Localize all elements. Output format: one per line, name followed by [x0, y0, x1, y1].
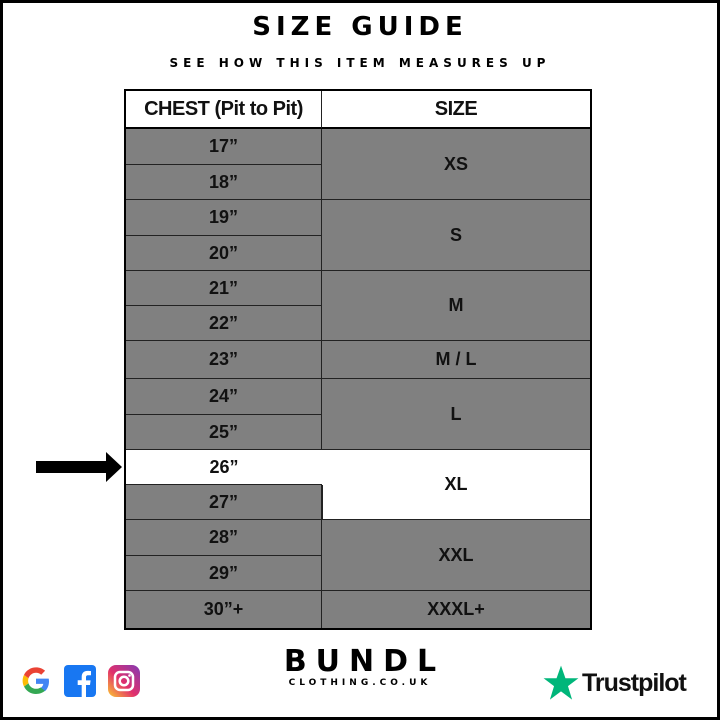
trustpilot-star-icon	[543, 665, 579, 700]
chest-cell: 22”	[126, 306, 322, 341]
chest-cell-highlighted: 26”	[126, 450, 322, 485]
google-icon[interactable]	[20, 664, 52, 698]
chest-cell: 24”	[126, 379, 322, 415]
chest-cell: 30”+	[126, 591, 322, 628]
size-cell: L	[322, 379, 590, 450]
size-table: CHEST (Pit to Pit) SIZE 17” 18” 19” 20” …	[124, 89, 592, 630]
size-cell: XS	[322, 129, 590, 200]
size-cell: M / L	[322, 341, 590, 379]
size-cell: XXXL+	[322, 591, 590, 628]
chest-cell: 25”	[126, 415, 322, 450]
chest-cell: 17”	[126, 129, 322, 165]
size-cell: S	[322, 200, 590, 271]
social-icons	[20, 664, 140, 698]
brand-url: CLOTHING.CO.UK	[288, 678, 432, 688]
brand-name: BUNDL	[283, 644, 446, 679]
header-chest: CHEST (Pit to Pit)	[126, 91, 322, 129]
chest-cell: 19”	[126, 200, 322, 236]
trustpilot-logo[interactable]: Trustpilot	[542, 664, 687, 702]
header-size: SIZE	[322, 91, 590, 129]
instagram-icon[interactable]	[108, 664, 140, 698]
trustpilot-text: Trustpilot	[582, 668, 687, 697]
chest-cell: 28”	[126, 520, 322, 556]
chest-cell: 18”	[126, 165, 322, 200]
cell-divider	[322, 485, 323, 520]
size-cell-highlighted: XL	[322, 450, 590, 520]
page-subtitle: SEE HOW THIS ITEM MEASURES UP	[169, 56, 551, 70]
size-cell: M	[322, 271, 590, 341]
facebook-icon[interactable]	[64, 664, 96, 698]
chest-cell: 20”	[126, 236, 322, 271]
page-title: SIZE GUIDE	[252, 12, 468, 42]
size-cell: XXL	[322, 520, 590, 591]
chest-cell: 29”	[126, 556, 322, 591]
chest-cell: 27”	[126, 485, 322, 520]
brand-logo: BUNDL CLOTHING.CO.UK	[270, 644, 450, 689]
arrow-right-icon	[36, 452, 122, 482]
chest-cell: 21”	[126, 271, 322, 306]
chest-cell: 23”	[126, 341, 322, 379]
